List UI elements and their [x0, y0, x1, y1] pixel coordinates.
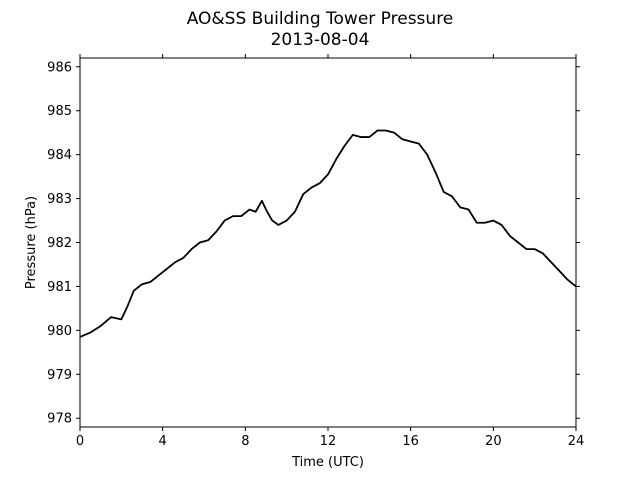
- chart-subtitle: 2013-08-04: [271, 30, 370, 50]
- y-tick-label: 985: [47, 104, 72, 119]
- y-tick-label: 983: [47, 192, 72, 207]
- x-tick-label: 16: [402, 434, 419, 449]
- x-tick-label: 24: [568, 434, 585, 449]
- x-axis-label: Time (UTC): [291, 455, 364, 470]
- data-line-group: [79, 129, 577, 338]
- chart-title: AO&SS Building Tower Pressure: [187, 9, 454, 29]
- y-tick-label: 984: [47, 148, 72, 163]
- y-tick-label: 986: [47, 60, 72, 75]
- y-tick-label: 978: [47, 412, 72, 427]
- x-tick-label: 12: [320, 434, 337, 449]
- y-tick-label: 982: [47, 236, 72, 251]
- y-tick-label: 981: [47, 280, 72, 295]
- y-axis-label: Pressure (hPa): [24, 196, 39, 289]
- x-tick-label: 0: [76, 434, 84, 449]
- x-tick-label: 4: [159, 434, 167, 449]
- axis-ticks: 0 4 8 12 16 20 24 978 979 980 981 982 983 984 985 986: [47, 54, 584, 449]
- y-tick-label: 979: [47, 368, 72, 383]
- y-tick-label: 980: [47, 324, 72, 339]
- x-tick-label: 8: [241, 434, 249, 449]
- pressure-series-line: [79, 129, 577, 338]
- x-tick-label: 20: [485, 434, 502, 449]
- plot-frame: [79, 57, 577, 428]
